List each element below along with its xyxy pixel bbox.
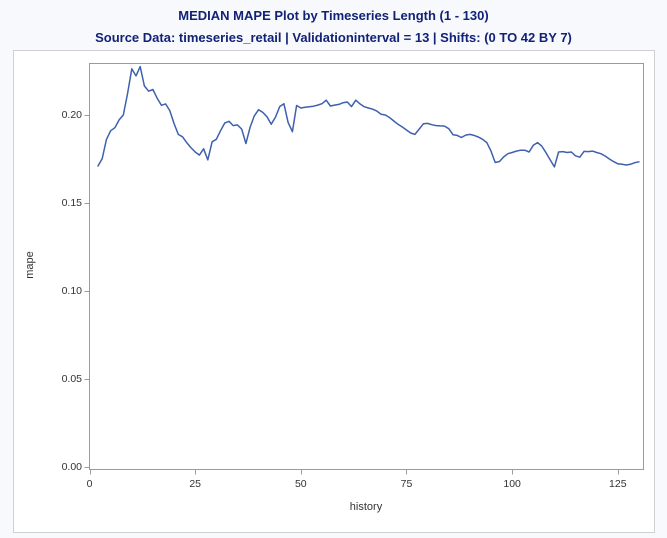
x-tick-label: 0 [86,478,93,490]
chart-subtitle: Source Data: timeseries_retail | Validat… [95,30,572,45]
x-tick-label: 125 [609,478,627,490]
y-axis-label: mape [24,251,36,279]
plot-wall [89,63,644,470]
y-tick-label: 0.20 [61,109,82,121]
series-line-median-mape [97,65,640,168]
axis-ticks [84,115,619,475]
chart-header: MEDIAN MAPE Plot by Timeseries Length (1… [0,5,667,49]
y-tick-label: 0.10 [61,285,82,297]
figure: mape history 0.00 0.05 0.10 0.15 0.20 0 25 50 75… [13,50,655,533]
x-tick-label: 75 [400,478,413,490]
x-axis-label: history [349,501,383,513]
y-tick-label: 0.05 [61,373,82,385]
y-tick-label: 0.15 [61,197,82,209]
plot-area [84,63,644,475]
x-tick-label: 50 [294,478,307,490]
y-tick-label: 0.00 [61,461,82,473]
chart-title: MEDIAN MAPE Plot by Timeseries Length (1… [178,8,489,23]
x-tick-label: 25 [189,478,201,490]
x-tick-label: 100 [503,478,521,490]
